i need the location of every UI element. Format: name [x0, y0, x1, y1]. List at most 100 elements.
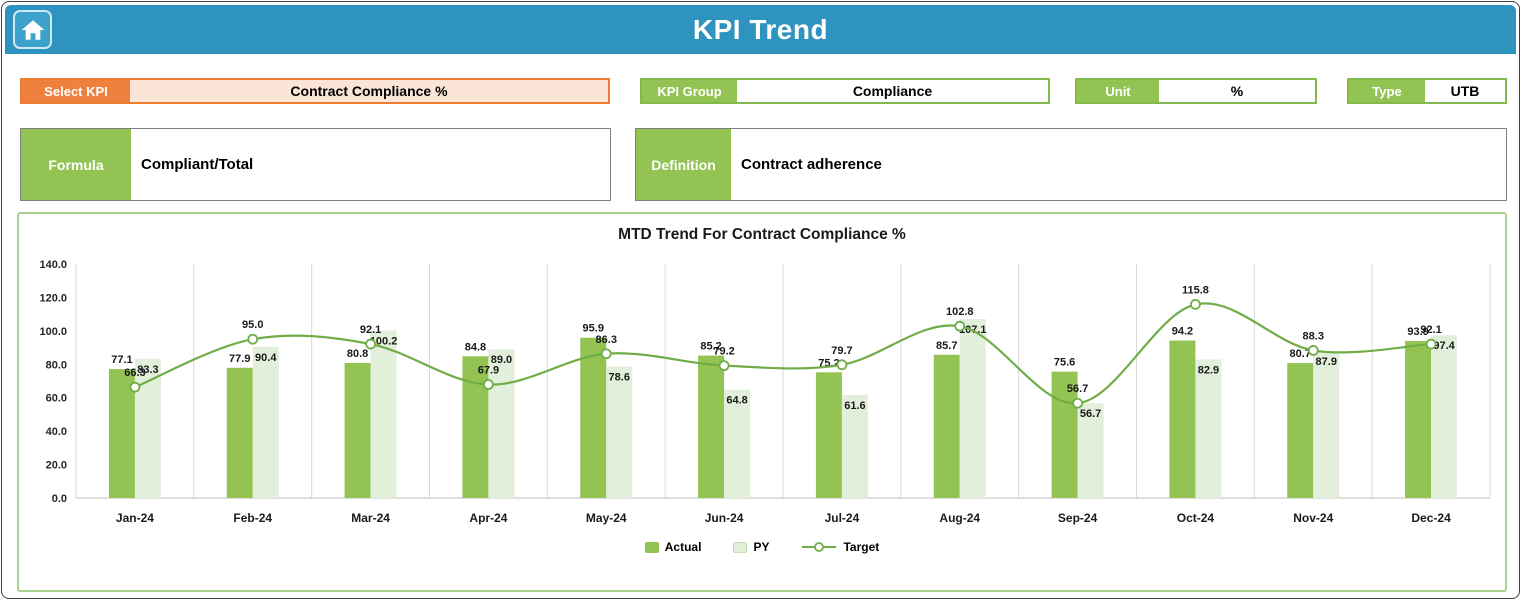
x-tick-label: Dec-24 — [1411, 511, 1451, 525]
target-data-label: 66.3 — [124, 367, 145, 379]
x-tick-label: May-24 — [586, 511, 627, 525]
target-marker — [1190, 299, 1201, 310]
actual-data-label: 85.7 — [936, 340, 957, 352]
py-data-label: 89.0 — [491, 354, 512, 366]
kpi-trend-chart: 0.0 20.0 40.0 60.0 80.0 100.0 120.0 140.0 77.1 83… — [39, 259, 1491, 525]
bar-actual — [462, 356, 489, 498]
y-tick-label: 120.0 — [39, 292, 67, 304]
py-data-label: 97.4 — [1433, 340, 1455, 352]
select-kpi-label: Select KPI — [22, 80, 130, 102]
type-control: Type UTB — [1347, 78, 1507, 104]
target-marker — [1425, 338, 1437, 350]
definition-block: Definition Contract adherence — [635, 128, 1507, 201]
bar-py — [134, 358, 161, 498]
legend-label-target: Target — [843, 540, 880, 554]
type-label: Type — [1349, 80, 1425, 102]
formula-block: Formula Compliant/Total — [20, 128, 611, 201]
target-marker — [247, 333, 259, 345]
definition-label: Definition — [636, 129, 731, 200]
bar-py — [724, 389, 751, 498]
bar-py — [1077, 403, 1104, 498]
y-tick-label: 40.0 — [46, 426, 67, 438]
bar-actual — [815, 372, 842, 498]
bar-py — [1431, 335, 1458, 498]
x-tick-label: Sep-24 — [1058, 511, 1098, 525]
legend-label-actual: Actual — [664, 540, 702, 554]
actual-data-label: 85.2 — [700, 341, 721, 353]
type-value: UTB — [1425, 80, 1505, 102]
actual-data-label: 77.1 — [111, 354, 132, 366]
legend-label-py: PY — [753, 540, 770, 554]
y-tick-label: 60.0 — [46, 393, 67, 405]
x-tick-label: Aug-24 — [939, 511, 980, 525]
target-data-label: 67.9 — [478, 365, 499, 377]
target-data-label: 102.8 — [946, 306, 974, 318]
legend-swatch-actual — [644, 541, 659, 553]
target-marker — [129, 381, 141, 393]
definition-value: Contract adherence — [741, 156, 882, 173]
py-data-label: 82.9 — [1198, 364, 1219, 376]
kpi-group-label: KPI Group — [642, 80, 737, 102]
x-tick-label: Feb-24 — [233, 511, 272, 525]
legend-item-actual[interactable]: Actual — [644, 540, 702, 554]
unit-control: Unit % — [1075, 78, 1317, 104]
actual-data-label: 77.9 — [229, 353, 250, 365]
actual-data-label: 84.8 — [465, 341, 486, 353]
target-data-label: 92.1 — [1420, 324, 1441, 336]
home-button[interactable] — [13, 10, 52, 49]
bar-actual — [580, 337, 607, 498]
target-data-label: 92.1 — [360, 324, 381, 336]
actual-data-label: 95.9 — [583, 323, 604, 335]
actual-data-label: 75.6 — [1054, 357, 1075, 369]
bar-actual — [344, 362, 371, 498]
target-data-label: 88.3 — [1303, 330, 1324, 342]
actual-data-label: 93.9 — [1407, 326, 1428, 338]
bar-py — [1313, 351, 1340, 498]
actual-data-label: 80.7 — [1290, 348, 1311, 360]
target-marker — [365, 338, 376, 350]
formula-label: Formula — [21, 129, 131, 200]
bar-py — [488, 349, 515, 498]
py-data-label: 56.7 — [1080, 408, 1101, 420]
bar-py — [959, 318, 986, 498]
x-tick-label: Jan-24 — [116, 511, 154, 525]
target-data-label: 95.0 — [242, 319, 263, 331]
target-marker — [483, 379, 494, 390]
target-data-label: 56.7 — [1067, 383, 1088, 395]
bar-actual — [1051, 371, 1078, 498]
py-data-label: 87.9 — [1316, 356, 1337, 368]
py-data-label: 64.8 — [726, 395, 747, 407]
x-tick-label: Mar-24 — [351, 511, 390, 525]
bar-actual — [698, 355, 725, 498]
y-tick-label: 140.0 — [39, 259, 67, 271]
y-tick-label: 80.0 — [46, 359, 67, 371]
x-tick-label: Oct-24 — [1177, 511, 1215, 525]
py-data-label: 78.6 — [609, 372, 630, 384]
target-marker — [836, 359, 848, 371]
bar-py — [252, 346, 279, 498]
formula-value: Compliant/Total — [141, 156, 254, 173]
select-kpi-control: Select KPI Contract Compliance % — [20, 78, 610, 104]
legend-item-target[interactable]: Target — [801, 540, 879, 554]
unit-value: % — [1159, 80, 1315, 102]
target-data-label: 79.2 — [713, 346, 734, 358]
select-kpi-value[interactable]: Contract Compliance % — [130, 80, 608, 102]
bar-actual — [1405, 341, 1432, 498]
page-title: KPI Trend — [692, 13, 829, 45]
bar-actual — [226, 367, 253, 498]
kpi-group-value: Compliance — [737, 80, 1048, 102]
chart-legend: Actual PY Target — [19, 540, 1505, 554]
bar-py — [606, 366, 633, 498]
target-data-label: 86.3 — [596, 334, 617, 346]
chart-title: MTD Trend For Contract Compliance % — [618, 226, 906, 243]
kpi-group-control: KPI Group Compliance — [640, 78, 1050, 104]
bar-actual — [933, 354, 960, 498]
legend-item-py[interactable]: PY — [733, 540, 769, 554]
target-marker — [1072, 397, 1083, 409]
py-data-label: 90.4 — [255, 352, 277, 364]
legend-swatch-target-icon — [802, 542, 837, 552]
bar-actual — [108, 369, 135, 498]
actual-data-label: 80.8 — [347, 348, 368, 360]
target-data-label: 79.7 — [831, 345, 852, 357]
